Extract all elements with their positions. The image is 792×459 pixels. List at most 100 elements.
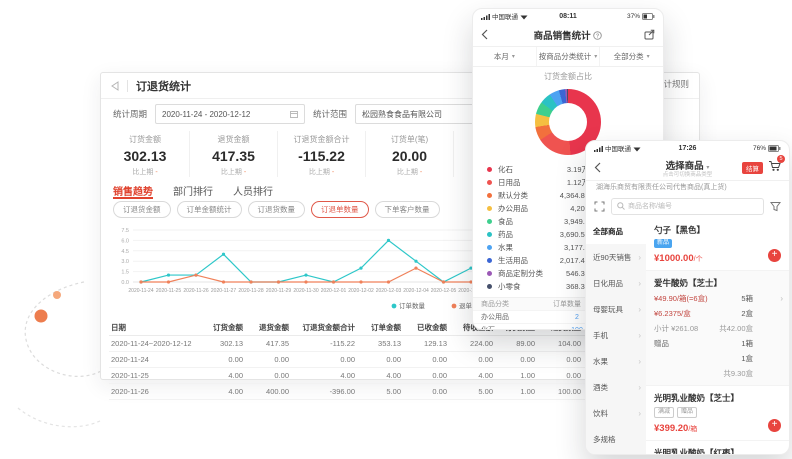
spec-left: ¥6.2375/盒 [654,309,691,318]
date-range-input[interactable]: 2020-11-24 - 2020-12-12 [155,104,306,124]
svg-text:2020-11-26: 2020-11-26 [183,288,208,294]
legend-item[interactable]: 办公用品 4,200 [487,202,589,215]
checkout-badge[interactable]: 结算 [742,161,763,174]
legend-item[interactable]: 生活用品 2,017.44 [487,254,589,267]
product-list: 勺子【黑色】 新品 ¥1000.00/个 + 爱牛酸奶【芝士】 ¥49.90/箱(=6盒)… [646,218,789,454]
legend-dot[interactable] [391,303,397,309]
legend-item[interactable]: 小零食 368.34 [487,280,589,293]
sidebar-item-手机[interactable]: 手机 › [586,322,646,348]
table-cell: 0.00 [274,355,289,364]
spec-row: ¥6.2375/盒 2盒 [654,308,781,319]
stat-trend: - [419,169,423,176]
stat-label: 订货单(笔) [390,135,429,144]
sidebar-item-日化用品[interactable]: 日化用品 › [586,270,646,296]
sidebar-item-水果[interactable]: 水果 › [586,348,646,374]
table-cell: 4.00 [228,387,243,396]
metric-chip[interactable]: 订退货金额 [113,201,171,218]
metric-chip[interactable]: 下单客户数量 [374,201,440,218]
cart-button[interactable]: 5 [768,154,785,177]
phone1-filter[interactable]: 本月 ▾ [473,47,536,66]
filter-funnel-icon[interactable] [770,201,781,212]
product-name: 勺子【黑色】 [654,225,706,235]
sidebar-item-酒类[interactable]: 酒类 › [586,374,646,400]
battery-icon [642,12,655,20]
legend-item[interactable]: 水果 3,177.6 [487,241,589,254]
back-icon[interactable] [481,29,488,40]
table-cell: 100.00 [558,387,581,396]
metric-chip[interactable]: 订退单数量 [311,201,369,218]
tab-人员排行[interactable]: 人员排行 [233,187,273,198]
table-cell: 0.00 [432,371,447,380]
metric-chip[interactable]: 订退货数量 [247,201,305,218]
decor-dot-small [53,291,61,299]
legend-item[interactable]: 化石 3.19万 [487,163,589,176]
category-table-row: 办公用品 2 [473,311,663,324]
legend-item[interactable]: 日用品 1.12万 [487,176,589,189]
sidebar-item-近90天销售[interactable]: 近90天销售 › [586,244,646,270]
legend-item[interactable]: 药品 3,690.56 [487,228,589,241]
stat-label: 退货金额 [217,135,250,144]
scan-icon[interactable] [594,201,605,212]
share-icon[interactable] [644,29,655,40]
tab-部门排行[interactable]: 部门排行 [173,187,213,198]
collapse-left-icon[interactable] [111,80,119,91]
column-header: 订单金额 [371,322,401,332]
table-cell: -115.22 [330,339,355,348]
chevron-right-icon[interactable]: › [780,294,783,303]
add-to-cart-button[interactable]: + [768,419,781,432]
legend-label: 食品 [498,217,513,226]
legend-dot [487,271,492,276]
legend-item[interactable]: 食品 3,949.7 [487,215,589,228]
table-cell: 0.00 [432,355,447,364]
legend-item[interactable]: 商品定制分类 546.33 [487,267,589,280]
legend-label: 水果 [498,243,513,252]
search-icon [617,202,625,210]
search-input[interactable]: 商品名称/编号 [611,197,764,215]
table-cell: 129.13 [424,339,447,348]
table-cell: 5.00 [386,387,401,396]
sidebar-item-饮料[interactable]: 饮料 › [586,400,646,426]
sidebar-label: 手机 [593,330,608,340]
metric-chip[interactable]: 订单金额统计 [176,201,242,218]
product-name: 爱牛酸奶【芝士】 [654,278,723,288]
svg-text:3.0: 3.0 [121,259,129,265]
signal-icon [594,145,603,152]
legend-item[interactable]: 默认分类 4,364.85 [487,189,589,202]
legend-dot[interactable] [451,303,457,309]
phone1-navbar: 商品销售统计 ? [473,23,663,47]
legend-value: 546.33 [566,269,589,278]
phone1-filter[interactable]: 全部分类 ▾ [599,47,663,66]
sidebar-item-全部商品[interactable]: 全部商品 [586,218,646,244]
stat-trend: - [155,169,158,176]
search-placeholder: 商品名称/编号 [628,203,672,210]
legend-value: 4,200 [570,204,589,213]
decor-dashes [17,281,109,428]
battery-percent: 76% [752,144,766,152]
donut-legend: 化石 3.19万 日用品 1.12万 默认分类 4,364.85 办公用品 4,200 食品 3,… [473,159,663,293]
sidebar-label: 母婴玩具 [593,304,623,314]
sidebar-item-多规格[interactable]: 多规格 [586,426,646,452]
help-icon[interactable]: ? [593,30,603,40]
tab-销售趋势[interactable]: 销售趋势 [113,183,153,199]
back-icon[interactable] [594,162,601,173]
table-cell: 2020-11-26 [111,387,149,396]
add-to-cart-button[interactable]: + [768,249,781,262]
table-cell: 1.00 [520,387,535,396]
product-name: 光明乳业酸奶【芝士】 [654,393,740,403]
stat-compare: 比上期 - [190,167,277,177]
table-cell: 417.35 [266,339,289,348]
phone2-title[interactable]: 选择商品 ▾ [665,161,710,172]
filter-label: 全部分类 [613,52,644,61]
table-cell: 400.00 [266,387,289,396]
date-range-value: 2020-11-24 - 2020-12-12 [162,109,251,119]
sidebar-label: 酒类 [593,382,608,392]
legend-label[interactable]: 订单数量 [399,301,426,310]
page-title: 订退货统计 [136,80,191,93]
phone1-filter[interactable]: 按商品分类统计 ▾ [535,47,600,66]
sidebar-item-小单位商品[interactable]: 小单位商品 [586,452,646,454]
svg-text:6.0: 6.0 [121,238,129,244]
chevron-down-icon: ▾ [511,54,515,60]
sidebar-item-母婴玩具[interactable]: 母婴玩具 › [586,296,646,322]
sidebar-label: 日化用品 [593,278,623,288]
stat-compare-label: 比上期 [308,169,330,176]
